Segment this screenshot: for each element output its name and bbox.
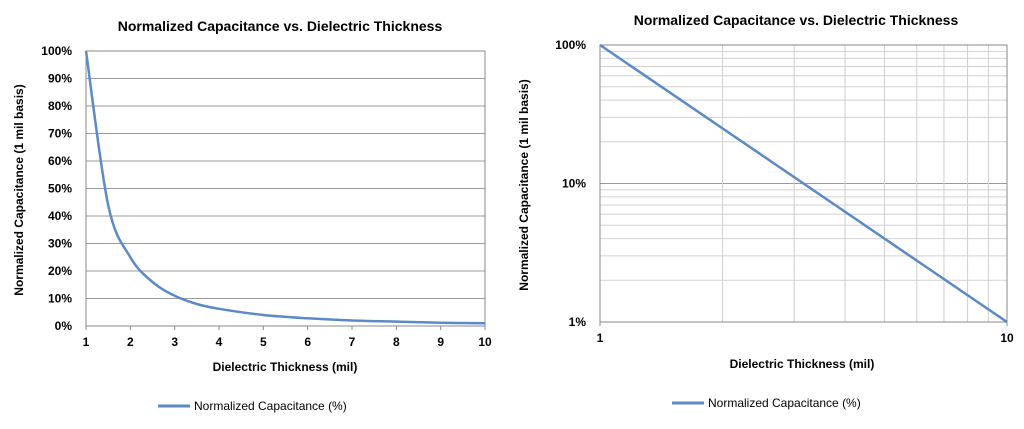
- y-tick-label: 100%: [41, 44, 72, 58]
- y-tick-label: 40%: [48, 209, 72, 223]
- y-tick-label: 100%: [555, 38, 586, 52]
- x-tick-label: 8: [393, 335, 400, 349]
- x-tick-labels: 1 2 3 4 5 6 7 8 9 10: [83, 326, 492, 349]
- x-tick-label: 5: [260, 335, 267, 349]
- y-tick-label: 60%: [48, 154, 72, 168]
- x-tick-label: 2: [127, 335, 134, 349]
- x-tick-label: 6: [304, 335, 311, 349]
- x-tick-label: 7: [349, 335, 356, 349]
- y-tick-label: 10%: [562, 177, 586, 191]
- x-tick-labels: 1 10: [597, 322, 1014, 345]
- x-tick-label: 10: [478, 335, 492, 349]
- y-tick-label: 70%: [48, 127, 72, 141]
- grid-lines: [86, 50, 485, 327]
- y-tick-label: 1%: [569, 315, 587, 329]
- x-tick-label: 10: [1000, 331, 1014, 345]
- legend-label: Normalized Capacitance (%): [708, 396, 861, 410]
- legend: Normalized Capacitance (%): [158, 399, 347, 413]
- y-tick-label: 80%: [48, 99, 72, 113]
- series-line: [599, 43, 1008, 324]
- x-tick-label: 1: [83, 335, 90, 349]
- y-tick-label: 0%: [55, 319, 73, 333]
- chart-linear: Normalized Capacitance vs. Dielectric Th…: [0, 0, 505, 429]
- y-tick-label: 20%: [48, 264, 72, 278]
- x-tick-label: 9: [437, 335, 444, 349]
- y-tick-labels: 1% 10% 100%: [555, 38, 586, 329]
- chart-log-svg: Normalized Capacitance vs. Dielectric Th…: [517, 12, 1014, 410]
- chart-log: Normalized Capacitance vs. Dielectric Th…: [510, 0, 1024, 429]
- series-lines: [84, 50, 486, 325]
- y-tick-labels: 0% 10% 20% 30% 40% 50% 60% 70% 80% 90% 100%: [41, 44, 72, 333]
- y-tick-label: 30%: [48, 237, 72, 251]
- y-axis-label: Normalized Capacitance (1 mil basis): [517, 79, 531, 290]
- legend: Normalized Capacitance (%): [672, 396, 861, 410]
- series-lines: [599, 43, 1008, 324]
- legend-label: Normalized Capacitance (%): [194, 399, 347, 413]
- grid-lines: [600, 44, 1007, 323]
- y-tick-label: 10%: [48, 292, 72, 306]
- x-axis-label: Dielectric Thickness (mil): [213, 360, 358, 374]
- x-axis-label: Dielectric Thickness (mil): [730, 357, 875, 371]
- chart-title: Normalized Capacitance vs. Dielectric Th…: [118, 18, 443, 34]
- plot-area-border: [599, 44, 1008, 323]
- y-tick-label: 90%: [48, 72, 72, 86]
- x-tick-label: 3: [171, 335, 178, 349]
- plot-area-border: [85, 50, 486, 327]
- chart-linear-svg: Normalized Capacitance vs. Dielectric Th…: [12, 18, 492, 413]
- x-tick-label: 4: [216, 335, 223, 349]
- y-axis-label: Normalized Capacitance (1 mil basis): [12, 84, 26, 295]
- chart-title: Normalized Capacitance vs. Dielectric Th…: [634, 12, 959, 28]
- y-tick-label: 50%: [48, 182, 72, 196]
- x-tick-label: 1: [597, 331, 604, 345]
- series-line: [84, 50, 486, 325]
